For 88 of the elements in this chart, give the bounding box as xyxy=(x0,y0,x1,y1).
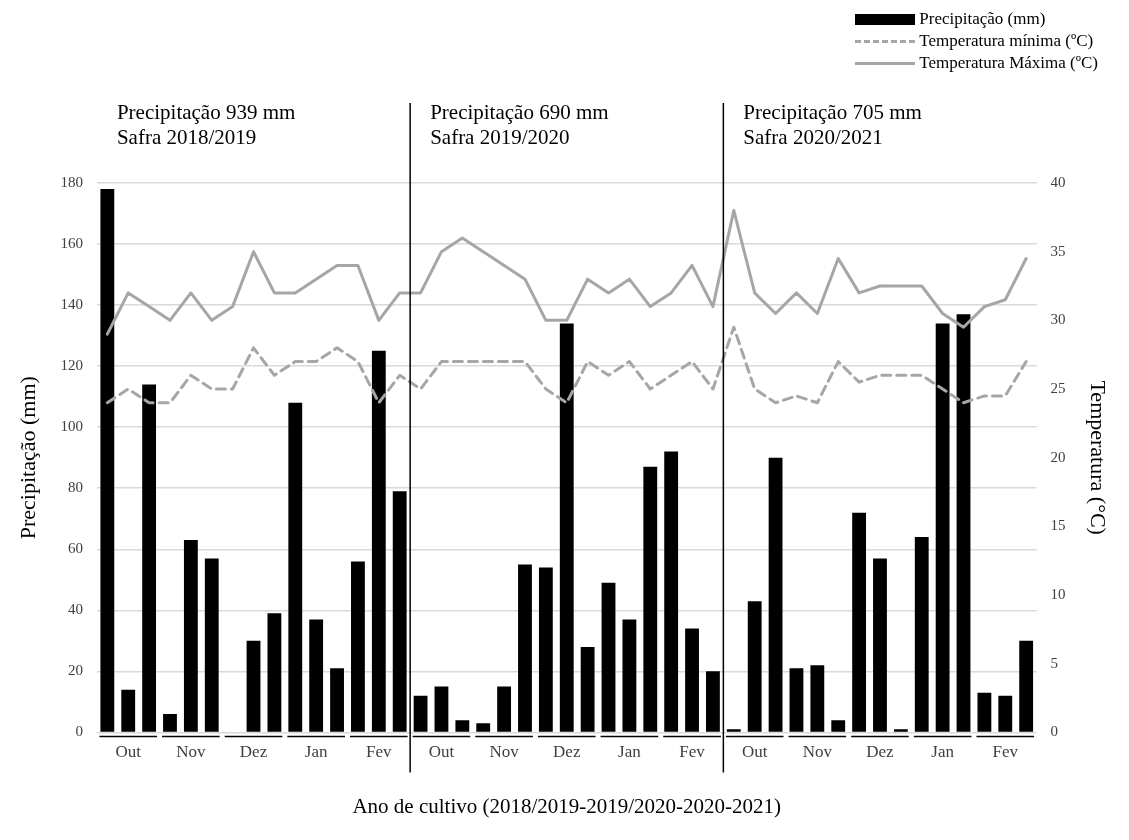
bar xyxy=(267,613,282,732)
bar xyxy=(204,558,219,732)
x-tick-label: Out xyxy=(428,742,455,762)
bar xyxy=(559,323,574,732)
bar xyxy=(497,686,512,732)
bar xyxy=(685,628,699,732)
bar xyxy=(392,491,407,732)
bar xyxy=(977,692,992,732)
y2-tick-label: 25 xyxy=(1050,379,1066,396)
y-tick-label: 60 xyxy=(67,540,83,557)
bar xyxy=(622,619,637,732)
bar xyxy=(434,686,449,732)
bar xyxy=(580,646,595,732)
y-axis-title: Precipitação (mm) xyxy=(14,376,40,540)
y-tick-label: 100 xyxy=(60,418,83,435)
x-tick-label: Jan xyxy=(931,742,955,762)
y2-tick-label: 40 xyxy=(1050,173,1066,190)
x-tick-label: Fev xyxy=(992,742,1019,762)
legend-label: Temperatura Máxima (ºC) xyxy=(919,52,1098,74)
bar xyxy=(1019,640,1034,732)
bar xyxy=(476,723,491,732)
y2-tick-label: 15 xyxy=(1050,517,1066,534)
x-tick-label: Jan xyxy=(304,742,328,762)
bar xyxy=(643,466,658,732)
bar xyxy=(371,350,386,732)
bar xyxy=(998,695,1013,732)
bar xyxy=(706,671,720,732)
bar xyxy=(914,537,929,732)
bar xyxy=(747,601,762,732)
y2-tick-label: 20 xyxy=(1050,448,1066,465)
y-tick-label: 160 xyxy=(60,234,83,251)
bar xyxy=(810,665,825,732)
x-axis-title: Ano de cultivo (2018/2019-2019/2020-2020-2021) xyxy=(352,793,782,818)
bar xyxy=(142,384,157,732)
bar xyxy=(309,619,324,732)
y2-axis-title: Temperatura (°C) xyxy=(1086,380,1112,535)
y2-tick-label: 0 xyxy=(1050,723,1059,740)
legend-label: Temperatura mínima (ºC) xyxy=(919,30,1094,52)
y2-tick-label: 10 xyxy=(1050,585,1066,602)
bar xyxy=(413,695,428,732)
bar xyxy=(455,720,470,732)
x-tick-label: Out xyxy=(115,742,142,762)
y-tick-label: 80 xyxy=(67,479,83,496)
bar xyxy=(351,561,365,732)
y-tick-label: 0 xyxy=(75,723,83,740)
x-tick-label: Nov xyxy=(489,742,520,762)
bar xyxy=(935,323,950,732)
x-tick-label: Fev xyxy=(366,742,393,762)
y-tick-label: 140 xyxy=(60,296,83,313)
x-tick-label: Fev xyxy=(679,742,706,762)
bar xyxy=(768,457,783,732)
x-tick-label: Dez xyxy=(553,742,581,762)
text: Precipitação 690 mm Safra 2019/2020 xyxy=(430,100,609,150)
bar xyxy=(789,668,804,732)
x-tick-label: Nov xyxy=(802,742,833,762)
bar xyxy=(893,729,908,732)
y-tick-label: 20 xyxy=(67,662,83,679)
bar xyxy=(538,567,553,732)
bar xyxy=(330,668,344,732)
bar xyxy=(664,451,679,732)
bar xyxy=(831,720,846,732)
legend-label: Precipitação (mm) xyxy=(919,8,1046,30)
bar xyxy=(121,689,136,732)
bar xyxy=(518,564,532,732)
bar xyxy=(183,540,198,732)
bar xyxy=(246,640,261,732)
y2-tick-label: 30 xyxy=(1050,311,1066,328)
text: Precipitação 939 mm Safra 2018/2019 xyxy=(116,100,296,150)
y-tick-label: 180 xyxy=(60,173,83,190)
y2-tick-label: 35 xyxy=(1050,242,1066,259)
x-tick-label: Dez xyxy=(239,742,268,762)
x-tick-label: Out xyxy=(741,742,768,762)
bar xyxy=(288,402,303,732)
line-series xyxy=(105,325,1028,405)
bar xyxy=(873,558,887,732)
bar xyxy=(956,314,971,732)
x-tick-label: Nov xyxy=(176,742,207,762)
bar xyxy=(163,714,177,732)
y2-tick-label: 5 xyxy=(1050,654,1059,671)
bar xyxy=(601,582,616,732)
text: Precipitação 705 mm Safra 2020/2021 xyxy=(743,100,922,150)
x-tick-label: Jan xyxy=(618,742,642,762)
bar xyxy=(726,729,741,732)
x-tick-label: Dez xyxy=(866,742,895,762)
y-tick-label: 40 xyxy=(67,601,83,618)
y-tick-label: 120 xyxy=(60,357,83,374)
bar xyxy=(100,189,115,732)
bar xyxy=(852,512,867,732)
